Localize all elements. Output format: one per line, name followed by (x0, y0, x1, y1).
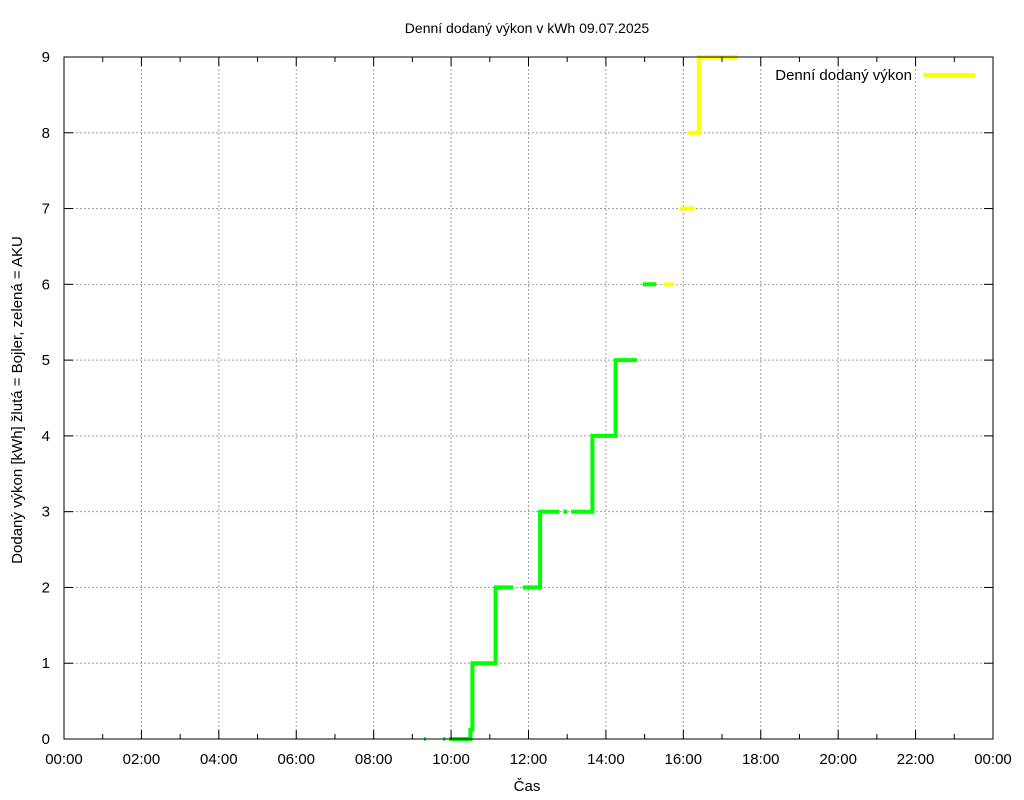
y-tick-label: 6 (42, 276, 50, 293)
x-tick-label: 16:00 (665, 751, 703, 768)
series-0-segment-5 (571, 358, 637, 514)
y-tick-label: 9 (42, 49, 50, 66)
chart-title: Denní dodaný výkon v kWh 09.07.2025 (405, 20, 650, 36)
legend: Denní dodaný výkon (775, 67, 975, 84)
y-tick-label: 5 (42, 352, 50, 369)
x-tick-label: 08:00 (355, 751, 393, 768)
x-tick-label: 00:00 (974, 751, 1012, 768)
y-tick-label: 0 (42, 731, 50, 748)
y-axis-label: Dodaný výkon [kWh] žlutá = Bojler, zelen… (9, 236, 26, 564)
series-1-segment-2 (687, 55, 738, 135)
y-tick-label: 7 (42, 201, 50, 218)
series-layer (424, 55, 738, 741)
x-tick-label: 14:00 (587, 751, 625, 768)
x-axis-label: Čas (514, 778, 541, 795)
y-tick-label: 1 (42, 655, 50, 672)
y-tick-label: 8 (42, 125, 50, 142)
x-tick-label: 00:00 (45, 751, 83, 768)
x-tick-label: 20:00 (819, 751, 857, 768)
x-tick-label: 04:00 (200, 751, 238, 768)
grid (64, 57, 993, 739)
x-tick-label: 22:00 (897, 751, 935, 768)
ticks (63, 56, 994, 740)
x-tick-label: 10:00 (432, 751, 470, 768)
y-tick-label: 3 (42, 504, 50, 521)
x-tick-label: 12:00 (510, 751, 548, 768)
x-tick-label: 18:00 (742, 751, 780, 768)
series-0-segment-3 (522, 509, 560, 590)
y-tick-label: 4 (42, 428, 50, 445)
x-tick-label: 06:00 (277, 751, 315, 768)
x-tick-label: 02:00 (123, 751, 161, 768)
tick-labels: 00:00 02:00 04:00 06:00 08:00 10:00 12:00 14:00… (42, 49, 1012, 768)
series-0-segment-2 (449, 585, 513, 741)
legend-label: Denní dodaný výkon (775, 67, 912, 84)
y-tick-label: 2 (42, 579, 50, 596)
